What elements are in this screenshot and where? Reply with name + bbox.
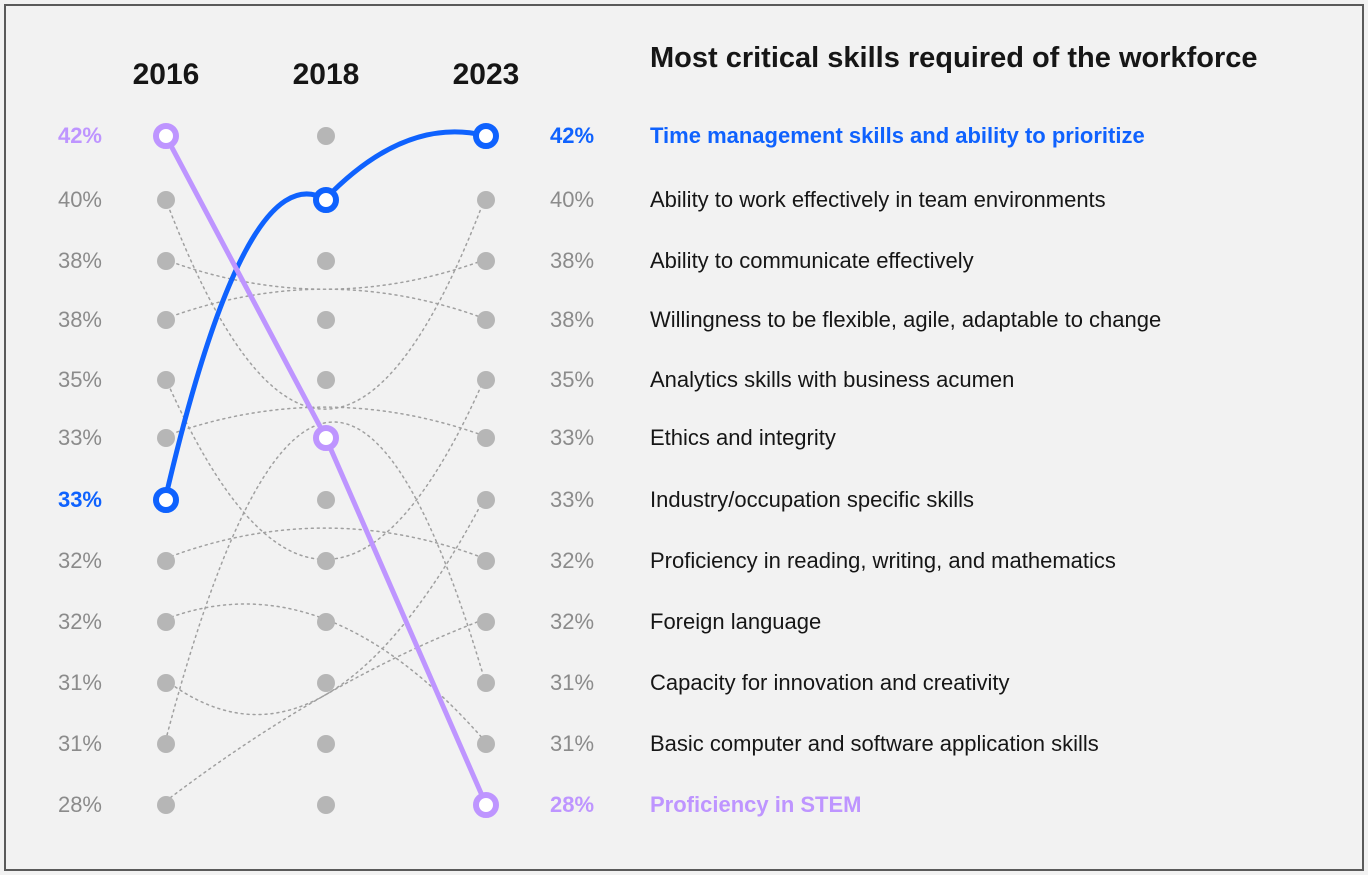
gray-dot-1-11 [317,796,335,814]
gray-dot-0-1 [157,191,175,209]
gray-dot-2-4 [477,371,495,389]
gray-dot-2-8 [477,613,495,631]
gray-dot-1-7 [317,552,335,570]
gray-dot-0-4 [157,371,175,389]
gray-dot-2-9 [477,674,495,692]
chart-frame: 2016 2018 2023 Most critical skills require… [4,4,1364,871]
pct-left-row-5: 33% [42,425,102,451]
gray-dot-0-9 [157,674,175,692]
chart-area: 2016 2018 2023 Most critical skills require… [6,6,1362,869]
pct-left-row-0: 42% [42,123,102,149]
gray-dot-1-8 [317,613,335,631]
skill-label-row-2: Ability to communicate effectively [650,248,974,274]
chart-title: Most critical skills required of the wor… [650,42,1258,75]
gray-dot-2-3 [477,311,495,329]
gray-dot-2-6 [477,491,495,509]
gray-dot-0-8 [157,613,175,631]
pct-left-row-11: 28% [42,792,102,818]
year-header-2018: 2018 [293,58,360,92]
pct-left-row-2: 38% [42,248,102,274]
pct-left-row-4: 35% [42,367,102,393]
pct-left-row-9: 31% [42,670,102,696]
gray-dot-0-5 [157,429,175,447]
pct-left-row-7: 32% [42,548,102,574]
gray-dot-0-11 [157,796,175,814]
gray-dot-1-0 [317,127,335,145]
skill-label-row-10: Basic computer and software application … [650,731,1099,757]
skill-label-row-9: Capacity for innovation and creativity [650,670,1010,696]
year-header-2016: 2016 [133,58,200,92]
skill-label-row-5: Ethics and integrity [650,425,836,451]
pct-left-row-8: 32% [42,609,102,635]
gray-dot-1-6 [317,491,335,509]
gray-dot-1-4 [317,371,335,389]
pct-right-row-0: 42% [550,123,610,149]
highlight-dot-blue-1-1 [313,187,339,213]
gray-dot-2-5 [477,429,495,447]
gray-dot-2-10 [477,735,495,753]
pct-left-row-1: 40% [42,187,102,213]
skill-label-row-7: Proficiency in reading, writing, and mat… [650,548,1116,574]
skill-label-row-4: Analytics skills with business acumen [650,367,1014,393]
gray-dot-0-3 [157,311,175,329]
skill-label-row-1: Ability to work effectively in team envi… [650,187,1106,213]
highlight-dot-blue-2-0 [473,123,499,149]
highlight-dot-purple-2-11 [473,792,499,818]
pct-right-row-4: 35% [550,367,610,393]
pct-right-row-3: 38% [550,307,610,333]
gray-dot-2-1 [477,191,495,209]
pct-left-row-10: 31% [42,731,102,757]
pct-right-row-10: 31% [550,731,610,757]
skill-label-row-8: Foreign language [650,609,821,635]
highlight-dot-purple-1-5 [313,425,339,451]
pct-right-row-8: 32% [550,609,610,635]
highlight-dot-blue-0-6 [153,487,179,513]
pct-right-row-6: 33% [550,487,610,513]
gray-dot-1-2 [317,252,335,270]
skill-label-row-6: Industry/occupation specific skills [650,487,974,513]
skill-label-row-11: Proficiency in STEM [650,792,862,818]
gray-dot-1-10 [317,735,335,753]
gray-dot-1-3 [317,311,335,329]
highlight-dot-purple-0-0 [153,123,179,149]
gray-dot-0-2 [157,252,175,270]
gray-dot-1-9 [317,674,335,692]
pct-right-row-5: 33% [550,425,610,451]
pct-right-row-2: 38% [550,248,610,274]
pct-left-row-3: 38% [42,307,102,333]
pct-right-row-9: 31% [550,670,610,696]
pct-left-row-6: 33% [42,487,102,513]
year-header-2023: 2023 [453,58,520,92]
pct-right-row-11: 28% [550,792,610,818]
gray-dot-0-7 [157,552,175,570]
gray-dot-0-10 [157,735,175,753]
skill-label-row-3: Willingness to be flexible, agile, adapt… [650,307,1161,333]
gray-dot-2-7 [477,552,495,570]
pct-right-row-1: 40% [550,187,610,213]
pct-right-row-7: 32% [550,548,610,574]
skill-label-row-0: Time management skills and ability to pr… [650,123,1145,149]
gray-dot-2-2 [477,252,495,270]
